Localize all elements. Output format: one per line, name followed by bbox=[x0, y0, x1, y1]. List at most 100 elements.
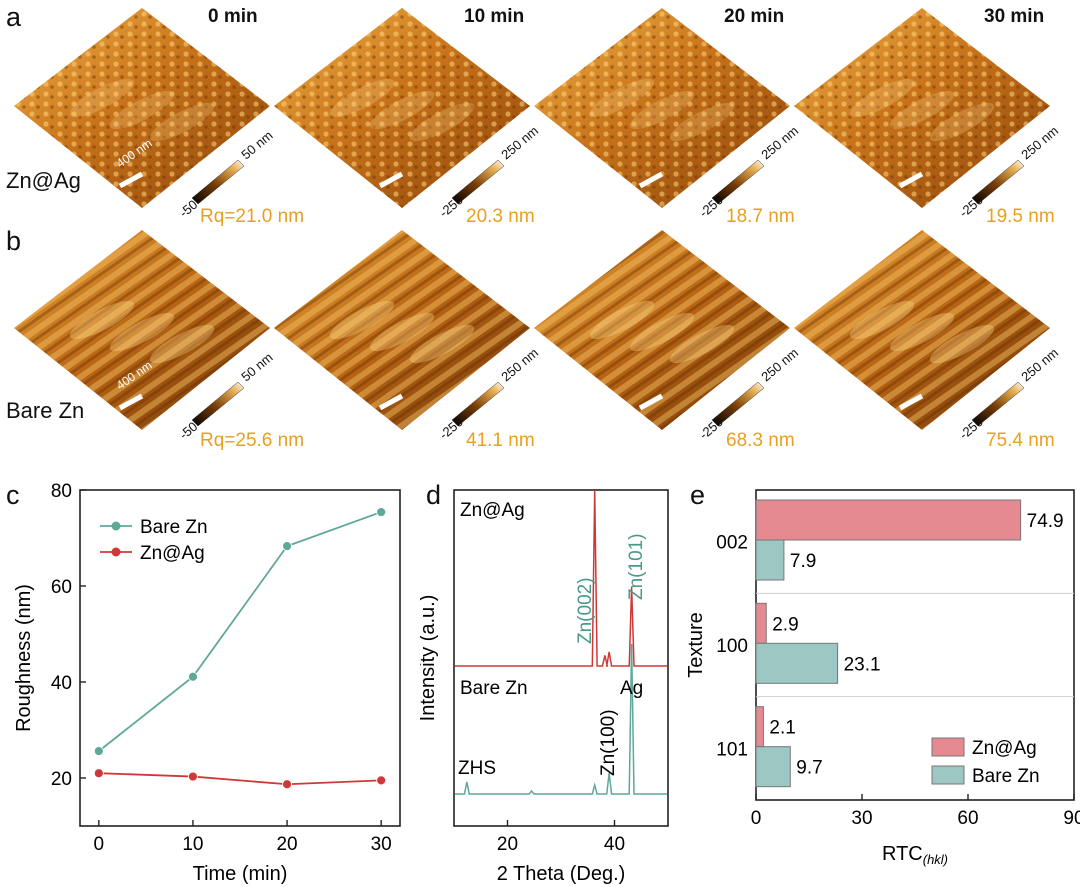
rtc-bar-chart: 0 30 60 90 RTC(hkl) Texture 002 74.9 7.9 100 2.9 23… bbox=[685, 489, 1080, 867]
x-tick-label: 10 bbox=[182, 834, 203, 855]
afm-ridge bbox=[329, 78, 395, 118]
plot-frame bbox=[79, 489, 401, 827]
series-label: Zn@Ag bbox=[460, 500, 525, 521]
afm-ridge bbox=[329, 300, 395, 340]
bar bbox=[755, 499, 1022, 541]
panel-label-d: d bbox=[426, 480, 442, 510]
legend-label: Zn@Ag bbox=[972, 738, 1037, 759]
data-point bbox=[282, 779, 292, 790]
rq-bare-zn-30: 75.4 nm bbox=[986, 430, 1055, 451]
bar bbox=[755, 706, 764, 748]
data-point bbox=[93, 746, 104, 757]
annotation-label: Zn(101) bbox=[626, 533, 647, 600]
scale-bar bbox=[378, 171, 404, 189]
scale-bar bbox=[118, 171, 144, 189]
x-axis-label: RTC(hkl) bbox=[882, 843, 948, 867]
color-scale-bar bbox=[711, 381, 765, 427]
series-label: Bare Zn bbox=[460, 678, 528, 699]
panel-label-c: c bbox=[6, 480, 20, 510]
rq-bare-zn-20: 68.3 nm bbox=[726, 430, 795, 451]
color-scale-max: 250 nm bbox=[1018, 345, 1061, 384]
time-label-0: 0 min bbox=[208, 6, 258, 27]
afm-ridge bbox=[369, 312, 435, 352]
bar-value-label: 74.9 bbox=[1027, 511, 1064, 532]
data-point bbox=[188, 671, 198, 682]
x-tick-label: 90 bbox=[1063, 808, 1080, 829]
x-tick-label: 30 bbox=[371, 834, 392, 855]
scale-bar bbox=[638, 171, 664, 189]
annotation-label: Zn(002) bbox=[575, 577, 596, 644]
panel-label-a: a bbox=[6, 2, 22, 32]
color-scale-bar bbox=[971, 381, 1025, 427]
category-label: 100 bbox=[716, 636, 748, 657]
bar bbox=[755, 746, 791, 788]
afm-ridge bbox=[929, 324, 995, 364]
y-tick-label: 60 bbox=[51, 577, 72, 598]
afm-ridge bbox=[849, 78, 915, 118]
legend-label: Bare Zn bbox=[140, 517, 208, 538]
afm-surface-texture bbox=[534, 8, 790, 208]
x-tick-label: 30 bbox=[851, 808, 872, 829]
color-scale-bar bbox=[451, 159, 505, 205]
afm-surface-texture bbox=[794, 230, 1050, 430]
rq-zn-ag-30: 19.5 nm bbox=[986, 206, 1055, 227]
scale-bar bbox=[638, 393, 664, 411]
panel-label-e: e bbox=[690, 480, 706, 510]
color-scale-bar bbox=[191, 381, 245, 427]
y-axis-label: Texture bbox=[685, 612, 707, 678]
color-scale-max: 250 nm bbox=[498, 123, 541, 162]
bar-value-label: 9.7 bbox=[796, 758, 822, 779]
bar bbox=[755, 539, 785, 581]
row-label-zn-ag: Zn@Ag bbox=[6, 168, 81, 193]
legend-swatch bbox=[931, 765, 965, 785]
afm-ridge bbox=[629, 312, 695, 352]
color-scale-bar bbox=[191, 159, 245, 205]
color-scale-max: 50 nm bbox=[238, 128, 275, 163]
color-scale-bar bbox=[711, 159, 765, 205]
color-scale-max: 250 nm bbox=[498, 345, 541, 384]
scale-bar bbox=[898, 171, 924, 189]
scale-bar bbox=[118, 393, 144, 411]
legend-swatch bbox=[931, 737, 965, 757]
afm-ridge bbox=[69, 78, 135, 118]
rq-zn-ag-20: 18.7 nm bbox=[726, 206, 795, 227]
bar-value-label: 2.1 bbox=[769, 718, 795, 739]
color-scale-max: 250 nm bbox=[1018, 123, 1061, 162]
data-point bbox=[376, 775, 387, 786]
afm-surface-texture bbox=[794, 8, 1050, 208]
afm-ridge bbox=[589, 300, 655, 340]
time-label-10: 10 min bbox=[464, 6, 525, 27]
color-scale-max: 50 nm bbox=[238, 350, 275, 385]
data-point bbox=[282, 541, 292, 552]
bar-value-label: 23.1 bbox=[844, 654, 881, 675]
x-tick-label: 0 bbox=[751, 808, 762, 829]
legend-label: Zn@Ag bbox=[140, 543, 205, 564]
xrd-chart: 20 40 2 Theta (Deg.) Intensity (a.u.) Zn@Ag B… bbox=[420, 489, 669, 885]
series-line bbox=[98, 511, 382, 752]
afm-ridge bbox=[149, 102, 215, 142]
scale-bar bbox=[898, 393, 924, 411]
color-scale-bar bbox=[451, 381, 505, 427]
y-tick-label: 20 bbox=[51, 769, 72, 790]
color-scale-max: 250 nm bbox=[758, 123, 801, 162]
roughness-chart: 0 10 20 30 20 40 60 80 Time (min) Roughness (nm) B… bbox=[13, 481, 401, 885]
afm-ridge bbox=[409, 324, 475, 364]
y-axis-label: Roughness (nm) bbox=[13, 584, 35, 732]
rq-zn-ag-0: Rq=21.0 nm bbox=[200, 206, 305, 227]
data-point bbox=[188, 771, 198, 782]
afm-ridge bbox=[109, 90, 175, 130]
afm-ridge bbox=[669, 324, 735, 364]
legend-marker bbox=[111, 521, 121, 531]
rq-zn-ag-10: 20.3 nm bbox=[466, 206, 535, 227]
afm-ridge bbox=[889, 90, 955, 130]
afm-ridge bbox=[589, 78, 655, 118]
color-scale-max: 250 nm bbox=[758, 345, 801, 384]
series-line bbox=[98, 772, 382, 786]
color-scale-bar bbox=[971, 159, 1025, 205]
x-tick-label: 60 bbox=[957, 808, 978, 829]
afm-surface-texture bbox=[534, 230, 790, 430]
bar-value-label: 2.9 bbox=[772, 614, 798, 635]
afm-surface-texture bbox=[14, 230, 270, 430]
afm-ridge bbox=[369, 90, 435, 130]
x-tick-label: 20 bbox=[276, 834, 297, 855]
